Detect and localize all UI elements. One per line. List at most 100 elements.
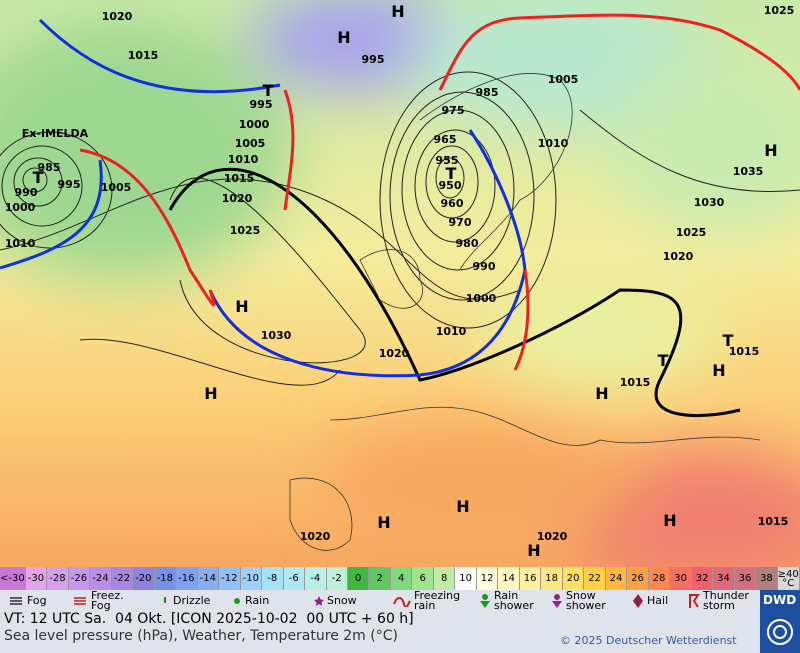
color-scale-cell: -26 bbox=[68, 567, 91, 590]
isobar-label: 1010 bbox=[5, 237, 36, 250]
pressure-system-label: H bbox=[595, 384, 608, 403]
isobar-label: 1010 bbox=[436, 325, 467, 338]
color-scale-cell: 10 bbox=[455, 567, 477, 590]
legend-label: Rain bbox=[245, 594, 270, 607]
pressure-system-label: H bbox=[337, 28, 350, 47]
color-scale-cell: -12 bbox=[219, 567, 241, 590]
legend-item: Snow bbox=[314, 590, 373, 612]
isobar-label: 975 bbox=[442, 104, 465, 117]
isobar-label: 1000 bbox=[466, 292, 497, 305]
isobar-label: 950 bbox=[439, 179, 462, 192]
color-scale-cell: -4 bbox=[305, 567, 327, 590]
map-labels: 1020 1015 995 995 1000 1005 1010 1015 1020 1025 10… bbox=[5, 2, 795, 560]
isobar-label: 1030 bbox=[694, 196, 725, 209]
legend-label: Drizzle bbox=[173, 594, 211, 607]
pressure-system-label: T bbox=[33, 168, 44, 187]
legend-item: Fog bbox=[8, 590, 73, 612]
isobar-label: 985 bbox=[476, 86, 499, 99]
isobar-label: 1000 bbox=[5, 201, 36, 214]
isobar-label: 995 bbox=[250, 98, 273, 111]
color-scale-cell: 38 bbox=[756, 567, 778, 590]
isobar-label: 1020 bbox=[222, 192, 253, 205]
valid-time: VT: 12 UTC Sa. 04 Okt. [ICON 2025-10-02 … bbox=[4, 611, 414, 627]
color-scale-cell: -18 bbox=[154, 567, 177, 590]
isobar-label: 980 bbox=[456, 237, 479, 250]
isobar-label: 1035 bbox=[733, 165, 764, 178]
color-scale-cell: 26 bbox=[627, 567, 649, 590]
legend-item: Freez. Fog bbox=[72, 590, 137, 612]
color-scale-cell: -28 bbox=[47, 567, 69, 590]
color-scale-cell: -10 bbox=[240, 567, 263, 590]
color-scale-cell: ≥40 °C bbox=[777, 567, 800, 590]
logo-mark bbox=[767, 619, 793, 645]
color-scale-cell: -16 bbox=[176, 567, 198, 590]
isobar-label: 1030 bbox=[261, 329, 292, 342]
pressure-system-label: T bbox=[446, 164, 457, 183]
pressure-system-label: T bbox=[263, 81, 274, 100]
isobar-label: 970 bbox=[449, 216, 472, 229]
color-scale-cell: 28 bbox=[648, 567, 671, 590]
isobar-label: 1005 bbox=[235, 137, 266, 150]
isobar-label: 1020 bbox=[379, 347, 410, 360]
legend-label: Snow shower bbox=[566, 589, 606, 612]
isobar-label: 1015 bbox=[620, 376, 651, 389]
color-scale-cell: 30 bbox=[670, 567, 692, 590]
temperature-field bbox=[0, 0, 800, 567]
legend-label: Freezing rain bbox=[414, 589, 461, 612]
color-scale-cell: -8 bbox=[262, 567, 284, 590]
isobar-label: 995 bbox=[362, 53, 385, 66]
color-scale-cell: -24 bbox=[90, 567, 112, 590]
isobar-label: 1025 bbox=[230, 224, 261, 237]
legend-label: Fog bbox=[27, 594, 47, 607]
isobar-label: 955 bbox=[436, 154, 459, 167]
pressure-system-label: H bbox=[235, 297, 248, 316]
cold-front bbox=[0, 18, 527, 378]
isobar-label: 1015 bbox=[729, 345, 760, 358]
color-scale-cell: <-30 bbox=[0, 567, 26, 590]
legend-label: Thunder storm bbox=[703, 589, 749, 612]
legend-item: Rain bbox=[232, 590, 291, 612]
isobar-label: 1015 bbox=[224, 172, 255, 185]
color-scale-cell: 20 bbox=[562, 567, 585, 590]
pressure-system-label: H bbox=[456, 497, 469, 516]
footer: VT: 12 UTC Sa. 04 Okt. [ICON 2025-10-02 … bbox=[0, 611, 760, 653]
color-scale-cell: 32 bbox=[691, 567, 714, 590]
pressure-system-label: H bbox=[377, 513, 390, 532]
color-scale-cell: -30 bbox=[25, 567, 48, 590]
logo-text: DWD bbox=[763, 593, 797, 607]
legend-item: Thunder storm bbox=[688, 590, 757, 612]
color-scale-cell: 8 bbox=[433, 567, 456, 590]
color-scale-cell: 12 bbox=[476, 567, 499, 590]
pressure-system-label: T bbox=[658, 351, 669, 370]
legend-label: Rain shower bbox=[494, 589, 534, 612]
color-scale-cell: -6 bbox=[283, 567, 306, 590]
weather-legend: Fog Freez. Fog Drizzle Rain Snow Freezin… bbox=[0, 590, 760, 612]
isobar-label: 1015 bbox=[128, 49, 159, 62]
trough-line bbox=[168, 167, 741, 418]
color-scale-cell: 14 bbox=[498, 567, 520, 590]
dwd-logo: DWD bbox=[760, 590, 800, 653]
isobar-label: 1010 bbox=[538, 137, 569, 150]
pressure-system-label: H bbox=[764, 141, 777, 160]
legend-label: Hail bbox=[647, 594, 669, 607]
isobar-label: 990 bbox=[473, 260, 496, 273]
pressure-system-label: H bbox=[663, 511, 676, 530]
map-description: Sea level pressure (hPa), Weather, Tempe… bbox=[4, 628, 398, 644]
copyright: © 2025 Deutscher Wetterdienst bbox=[560, 634, 737, 647]
legend-item: Hail bbox=[632, 590, 693, 612]
isobar-label: 1015 bbox=[758, 515, 789, 528]
color-scale-cell: 24 bbox=[605, 567, 628, 590]
color-scale-cell: -2 bbox=[326, 567, 348, 590]
isobar-label: 1025 bbox=[764, 4, 795, 17]
color-scale-cell: 2 bbox=[369, 567, 391, 590]
color-scale: <-30 -30 -28 -26 -24 -22 -20 -18 -16 -14 -12 -10 -8-… bbox=[0, 567, 800, 590]
pressure-system-label: H bbox=[204, 384, 217, 403]
isobar-label: 1020 bbox=[102, 10, 133, 23]
storm-name: Ex-IMELDA bbox=[22, 127, 89, 140]
legend-item: Drizzle bbox=[160, 590, 219, 612]
color-scale-cell: 0 bbox=[347, 567, 370, 590]
legend-item: Freezing rain bbox=[393, 590, 466, 612]
isobar-label: 1020 bbox=[300, 530, 331, 543]
isobar-label: 1005 bbox=[101, 181, 132, 194]
color-scale-cell: 18 bbox=[541, 567, 563, 590]
